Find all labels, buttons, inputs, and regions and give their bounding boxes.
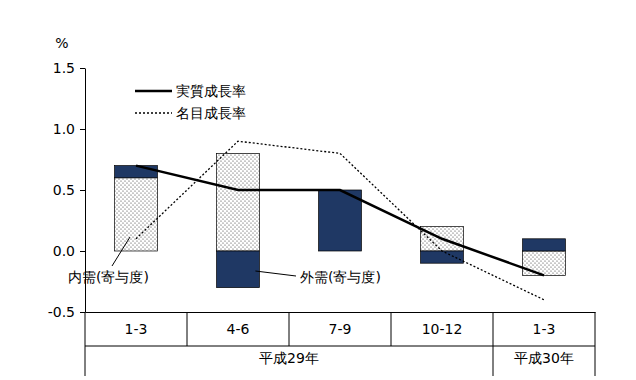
bar xyxy=(115,178,158,251)
bar xyxy=(115,166,158,178)
x-axis-line xyxy=(86,312,596,313)
y-tick-label: -0.5 xyxy=(48,304,75,320)
line xyxy=(136,141,544,300)
x-tick-label: 4-6 xyxy=(227,321,250,337)
y-tick-mark xyxy=(80,190,85,191)
y-tick-label: 1.0 xyxy=(53,121,75,137)
y-tick-mark xyxy=(80,312,85,313)
plot-area xyxy=(115,141,566,300)
category-separator xyxy=(391,312,392,346)
y-tick: 0.5 xyxy=(53,182,85,198)
y-tick-label: 0.5 xyxy=(53,182,75,198)
bar xyxy=(523,239,566,251)
x-tick-label: 1-3 xyxy=(125,321,148,337)
group-label: 平成30年 xyxy=(514,350,574,366)
category-separator xyxy=(187,312,188,346)
chart: -0.5 0.0 0.5 1.0 1.5% 1-3 4-6 7-9 10-12 1-3 平成29年 平… xyxy=(0,0,636,380)
y-tick-label: 1.5 xyxy=(53,60,75,76)
bar xyxy=(217,153,260,251)
y-tick-mark xyxy=(80,68,85,69)
x-tick-label: 1-3 xyxy=(533,321,556,337)
y-tick: 0.0 xyxy=(53,243,85,259)
y-tick-mark xyxy=(80,129,85,130)
x-tick: 1-3 xyxy=(533,321,556,337)
y-tick-mark xyxy=(80,251,85,252)
x-axis: 1-3 4-6 7-9 10-12 1-3 xyxy=(86,313,596,337)
axis-extension xyxy=(85,312,86,376)
y-tick: -0.5 xyxy=(48,304,85,320)
legend-swatch xyxy=(135,112,172,113)
bar xyxy=(217,251,260,288)
legend: 実質成長率名目成長率 xyxy=(135,83,246,121)
annotations: 内需(寄与度) 外需(寄与度) xyxy=(68,237,381,285)
legend-swatch xyxy=(135,90,172,93)
leader-line xyxy=(112,237,130,266)
line xyxy=(136,166,544,276)
x-tick: 7-9 xyxy=(329,321,352,337)
legend-label: 実質成長率 xyxy=(176,83,246,99)
bar xyxy=(523,251,566,275)
x-tick: 4-6 xyxy=(227,321,250,337)
x-tick-label: 10-12 xyxy=(422,321,463,337)
leader-line xyxy=(255,271,296,276)
bar xyxy=(319,190,362,251)
category-separator xyxy=(289,312,290,346)
x-tick: 1-3 xyxy=(125,321,148,337)
group-divider xyxy=(85,346,595,347)
legend-label: 名目成長率 xyxy=(176,105,246,121)
y-tick-label: 0.0 xyxy=(53,243,75,259)
x-tick: 10-12 xyxy=(422,321,463,337)
bar xyxy=(421,251,464,263)
group-label: 平成29年 xyxy=(259,350,319,366)
y-tick: 1.0 xyxy=(53,121,85,137)
annotation: 外需(寄与度) xyxy=(300,269,381,285)
x-tick-label: 7-9 xyxy=(329,321,352,337)
category-separator xyxy=(493,312,494,376)
y-axis-title: % xyxy=(55,35,68,51)
annotation: 内需(寄与度) xyxy=(68,269,149,285)
y-tick: 1.5 xyxy=(53,60,85,76)
category-separator xyxy=(595,312,596,376)
